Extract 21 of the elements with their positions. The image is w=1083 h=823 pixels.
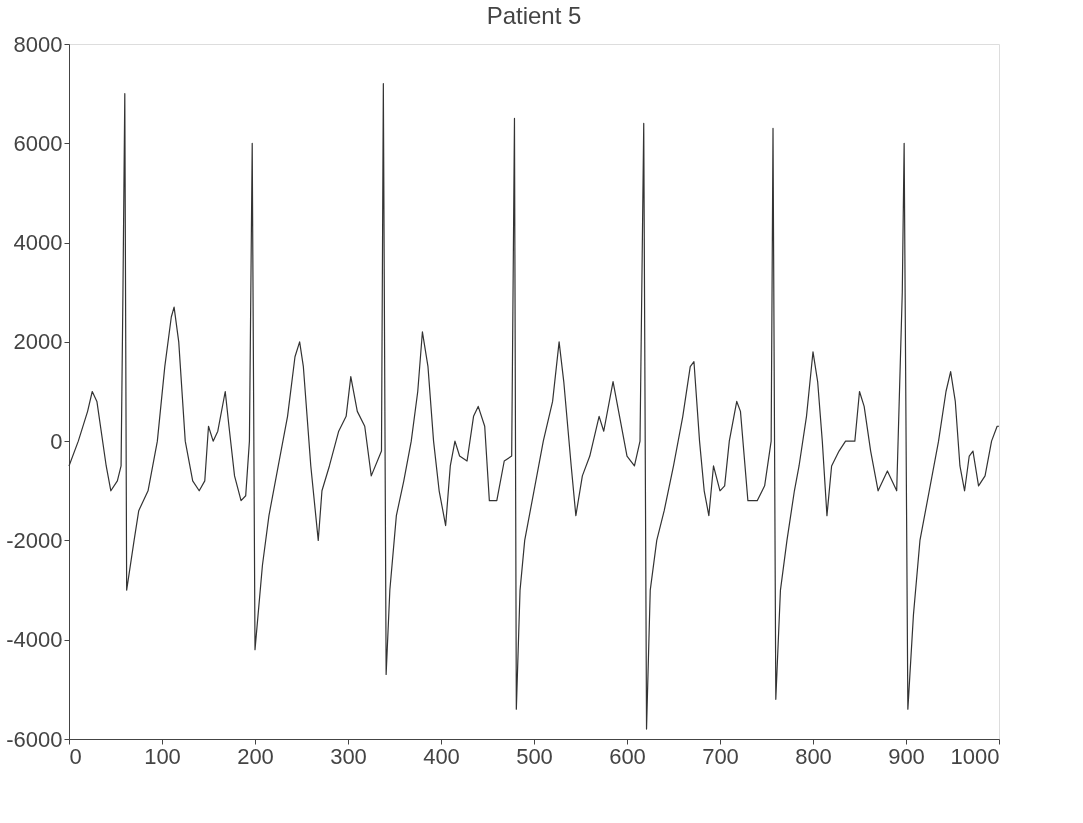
x-tick-label: 100 xyxy=(144,743,181,769)
x-tick-label: 600 xyxy=(609,743,646,769)
x-tick-label: 1000 xyxy=(950,743,1000,769)
y-tick-label: -2000 xyxy=(6,527,63,553)
x-tick-label: 400 xyxy=(423,743,460,769)
y-tick-label: -6000 xyxy=(6,726,63,752)
x-tick-label: 300 xyxy=(330,743,367,769)
x-tick-label: 0 xyxy=(69,743,82,769)
chart-title: Patient 5 xyxy=(486,2,582,29)
line-series xyxy=(68,83,1000,730)
x-tick-label: 900 xyxy=(888,743,925,769)
y-tick-label: 6000 xyxy=(13,130,63,156)
y-tick-label: 0 xyxy=(50,428,63,454)
y-tick-label: 4000 xyxy=(13,230,63,256)
x-tick-label: 500 xyxy=(516,743,553,769)
x-tick-label: 200 xyxy=(237,743,274,769)
y-tick-label: 8000 xyxy=(13,31,63,57)
x-tick-label: 800 xyxy=(795,743,832,769)
y-tick-label: 2000 xyxy=(13,329,63,355)
x-tick-label: 700 xyxy=(702,743,739,769)
y-tick-label: -4000 xyxy=(6,627,63,653)
